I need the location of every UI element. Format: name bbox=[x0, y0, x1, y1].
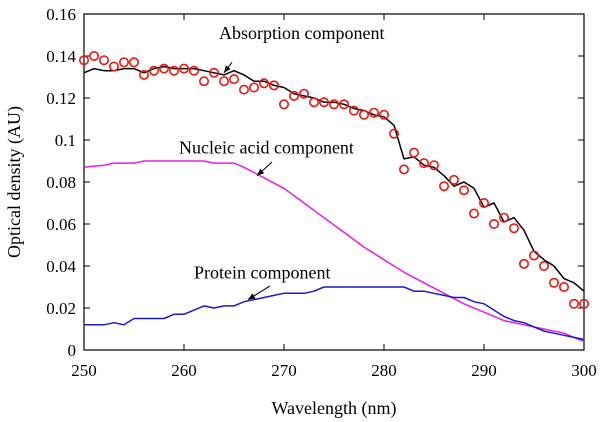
data-point bbox=[538, 260, 549, 271]
y-tick-label: 0.14 bbox=[46, 47, 76, 66]
y-axis-label: Optical density (AU) bbox=[4, 106, 25, 258]
y-tick-label: 0.08 bbox=[46, 173, 76, 192]
series-line-protein bbox=[84, 286, 585, 341]
data-point bbox=[498, 212, 509, 223]
data-point bbox=[149, 65, 160, 76]
y-tick-label: 0.16 bbox=[46, 5, 76, 24]
y-tick-label: 0.02 bbox=[46, 299, 76, 318]
plot-frame bbox=[83, 13, 585, 351]
data-point bbox=[229, 74, 240, 85]
data-point bbox=[408, 147, 419, 158]
data-point bbox=[528, 250, 539, 261]
data-point bbox=[488, 219, 499, 230]
data-point bbox=[448, 174, 459, 185]
data-point bbox=[109, 61, 120, 72]
annotation-nucleic-label: Nucleic acid component bbox=[179, 138, 354, 158]
x-tick-label: 300 bbox=[571, 361, 597, 380]
data-point bbox=[199, 76, 210, 87]
x-tick-label: 290 bbox=[471, 361, 497, 380]
y-tick-label: 0.12 bbox=[46, 89, 76, 108]
data-point bbox=[558, 281, 569, 292]
absorption-markers bbox=[79, 50, 589, 309]
data-point bbox=[348, 105, 359, 116]
data-point bbox=[418, 158, 429, 169]
data-point bbox=[478, 198, 489, 209]
x-axis-ticks: 250 260 270 280 290 300 bbox=[71, 14, 597, 380]
data-point bbox=[209, 67, 220, 78]
data-point bbox=[298, 88, 309, 99]
x-tick-label: 270 bbox=[271, 361, 297, 380]
x-tick-label: 280 bbox=[371, 361, 397, 380]
data-point bbox=[169, 65, 180, 76]
data-point bbox=[268, 80, 279, 91]
data-point bbox=[368, 107, 379, 118]
data-point bbox=[388, 128, 399, 139]
data-point bbox=[239, 84, 250, 95]
data-point bbox=[99, 55, 110, 66]
data-point bbox=[179, 63, 190, 74]
y-tick-label: 0 bbox=[68, 341, 77, 360]
data-point bbox=[578, 298, 589, 309]
data-point bbox=[318, 97, 329, 108]
x-tick-label: 250 bbox=[71, 361, 97, 380]
data-point bbox=[338, 99, 349, 110]
data-point bbox=[568, 298, 579, 309]
data-point bbox=[458, 185, 469, 196]
annotation-absorption-label: Absorption component bbox=[219, 23, 384, 43]
data-point bbox=[119, 57, 130, 68]
data-point bbox=[189, 65, 200, 76]
data-point bbox=[79, 55, 90, 66]
data-point bbox=[328, 99, 339, 110]
data-point bbox=[159, 63, 170, 74]
data-point bbox=[308, 97, 319, 108]
data-point bbox=[468, 208, 479, 219]
x-axis-label: Wavelength (nm) bbox=[271, 398, 396, 419]
x-tick-label: 260 bbox=[171, 361, 197, 380]
annotation-protein-arrowhead bbox=[248, 293, 256, 300]
data-point bbox=[258, 78, 269, 89]
data-point bbox=[508, 223, 519, 234]
annotation-absorption-arrowhead bbox=[224, 65, 231, 73]
y-tick-label: 0.06 bbox=[46, 215, 76, 234]
data-point bbox=[378, 109, 389, 120]
y-tick-label: 0.04 bbox=[46, 257, 76, 276]
annotation-protein-label: Protein component bbox=[194, 263, 330, 283]
data-point bbox=[89, 50, 100, 61]
y-tick-label: 0.1 bbox=[55, 131, 76, 150]
data-point bbox=[358, 109, 369, 120]
data-point bbox=[278, 99, 289, 110]
data-point bbox=[428, 160, 439, 171]
annotations: Absorption component Nucleic acid compone… bbox=[179, 23, 384, 301]
annotation-nucleic-arrowhead bbox=[257, 168, 265, 176]
data-point bbox=[139, 69, 150, 80]
data-point bbox=[398, 164, 409, 175]
data-point bbox=[548, 277, 559, 288]
data-point bbox=[249, 82, 260, 93]
data-point bbox=[518, 258, 529, 269]
data-point bbox=[288, 90, 299, 101]
data-point bbox=[219, 76, 230, 87]
series-line-nucleic bbox=[83, 160, 585, 343]
y-axis-ticks: 0 0.02 0.04 0.06 0.08 0.1 0.12 0.14 0.16 bbox=[46, 5, 584, 360]
data-point bbox=[438, 181, 449, 192]
data-point bbox=[129, 57, 140, 68]
